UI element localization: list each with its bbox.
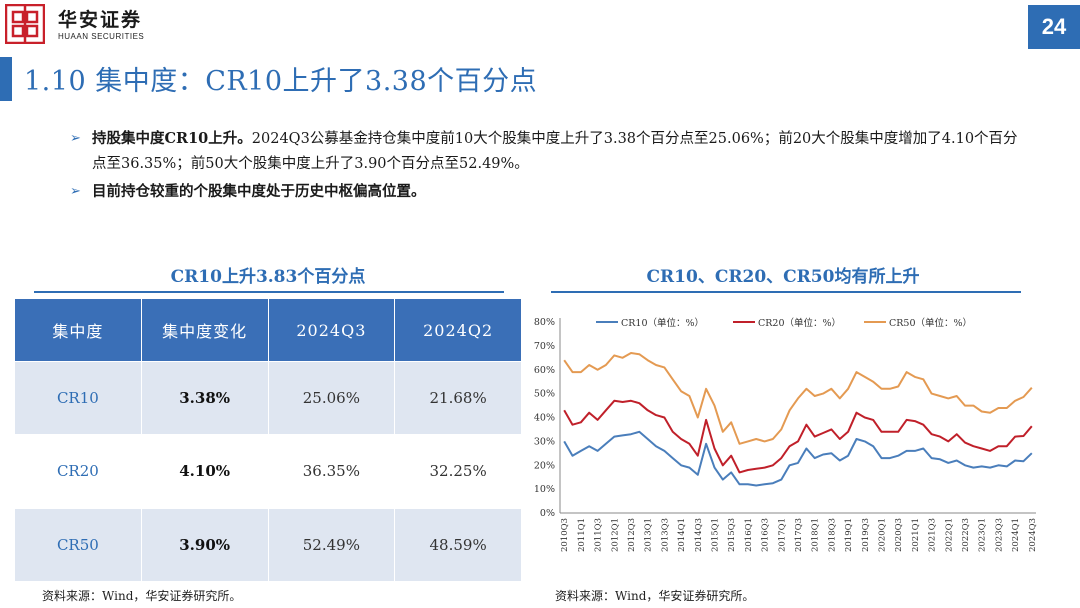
chart-title: CR10、CR20、CR50均有所上升 [646,267,920,287]
header-cell: 集中度 [14,298,142,362]
change-cell: 3.38% [140,360,269,436]
header-cell: 集中度变化 [140,298,269,362]
value-cell: 32.25% [394,434,522,509]
x-tick-label: 2020Q3 [894,518,904,552]
x-tick-label: 2014Q3 [694,518,704,552]
x-tick-label: 2022Q1 [944,518,954,552]
x-tick-label: 2015Q1 [710,518,720,552]
x-tick-label: 2011Q3 [594,518,604,552]
x-tick-label: 2015Q3 [727,518,737,552]
x-tick-label: 2016Q1 [744,518,754,552]
row-label: CR20 [14,434,142,509]
x-tick-label: 2023Q1 [978,518,988,552]
arrow-bullet-icon: ➢ [70,184,81,199]
table-header-row: 集中度 集中度变化 2024Q3 2024Q2 [14,298,522,362]
x-tick-label: 2014Q1 [677,518,687,552]
header-cell: 2024Q3 [267,298,396,362]
y-tick-label: 40% [534,413,555,424]
y-tick-label: 80% [534,317,555,328]
table-title-underline [34,291,504,293]
x-tick-label: 2019Q1 [844,518,854,552]
x-tick-label: 2013Q3 [660,518,670,552]
legend-label: CR10（单位：%） [621,317,704,329]
series-line [563,430,1033,487]
x-tick-label: 2011Q1 [577,518,587,552]
bullet-list: ➢ 持股集中度CR10上升。2024Q3公募基金持仓集中度前10大个股集中度上升… [70,126,1020,205]
row-label: CR10 [14,360,142,436]
bullet-bold: 持股集中度CR10上升。 [92,130,252,147]
table-title: CR10上升3.83个百分点 [170,267,366,287]
x-tick-label: 2024Q1 [1011,518,1021,552]
chart-source-note: 资料来源：Wind，华安证券研究所。 [555,589,755,603]
x-tick-label: 2018Q1 [811,518,821,552]
x-tick-label: 2017Q1 [777,518,787,552]
brand-name-en: HUAAN SECURITIES [58,32,145,41]
x-tick-label: 2021Q1 [911,518,921,552]
table-source-note: 资料来源：Wind，华安证券研究所。 [42,589,242,603]
x-tick-label: 2017Q3 [794,518,804,552]
x-tick-label: 2021Q3 [928,518,938,552]
x-tick-label: 2022Q3 [961,518,971,552]
table-row: CR10 3.38% 25.06% 21.68% [14,360,522,436]
bullet-text: 2024Q3公募基金持仓集中度前10大个股集中度上升了3.38个百分点至25.0… [92,131,1018,172]
bullet-bold: 目前持仓较重的个股集中度处于历史中枢偏高位置。 [92,183,426,200]
title-accent-bar [0,57,12,101]
row-label: CR50 [14,507,142,583]
page-title: 1.10 集中度：CR10上升了3.38个百分点 [24,66,538,97]
concentration-line-chart: 0% 10% 20% 30% 40% 50% 60% 70% 80% 2010Q3 2011Q1 20… [534,317,1038,552]
page-number: 24 [1028,5,1080,49]
x-tick-label: 2010Q3 [560,518,570,552]
table-row: CR50 3.90% 52.49% 48.59% [14,507,522,583]
bullet-item: ➢ 持股集中度CR10上升。2024Q3公募基金持仓集中度前10大个股集中度上升… [70,126,1020,177]
series-line [563,399,1033,474]
brand-name-cn: 华安证券 [58,9,143,31]
change-cell: 3.90% [140,507,269,583]
huaan-logo-icon [5,4,45,44]
legend-label: CR50（单位：%） [889,317,972,329]
x-tick-label: 2012Q1 [610,518,620,552]
value-cell: 21.68% [394,360,522,436]
chart-title-underline [551,291,1021,293]
y-tick-label: 50% [534,389,555,400]
x-tick-label: 2018Q3 [827,518,837,552]
y-tick-label: 10% [534,484,555,495]
bullet-item: ➢ 目前持仓较重的个股集中度处于历史中枢偏高位置。 [70,179,1020,205]
legend-label: CR20（单位：%） [758,317,841,329]
series-line [563,352,1033,445]
x-tick-label: 2019Q3 [861,518,871,552]
value-cell: 25.06% [267,360,396,436]
x-tick-label: 2013Q1 [644,518,654,552]
y-tick-label: 70% [534,341,555,352]
arrow-bullet-icon: ➢ [70,131,81,146]
value-cell: 48.59% [394,507,522,583]
header-cell: 2024Q2 [394,298,522,362]
y-tick-label: 0% [540,508,555,519]
x-tick-label: 2024Q3 [1028,518,1038,552]
y-tick-label: 20% [534,460,555,471]
table-row: CR20 4.10% 36.35% 32.25% [14,434,522,509]
y-tick-label: 60% [534,365,555,376]
concentration-table: 集中度 集中度变化 2024Q3 2024Q2 CR10 3.38% 25.06… [14,298,522,583]
x-tick-label: 2016Q3 [761,518,771,552]
value-cell: 52.49% [267,507,396,583]
x-tick-label: 2020Q1 [878,518,888,552]
change-cell: 4.10% [140,434,269,509]
x-tick-label: 2023Q3 [994,518,1004,552]
x-tick-label: 2012Q3 [627,518,637,552]
y-tick-label: 30% [534,436,555,447]
value-cell: 36.35% [267,434,396,509]
